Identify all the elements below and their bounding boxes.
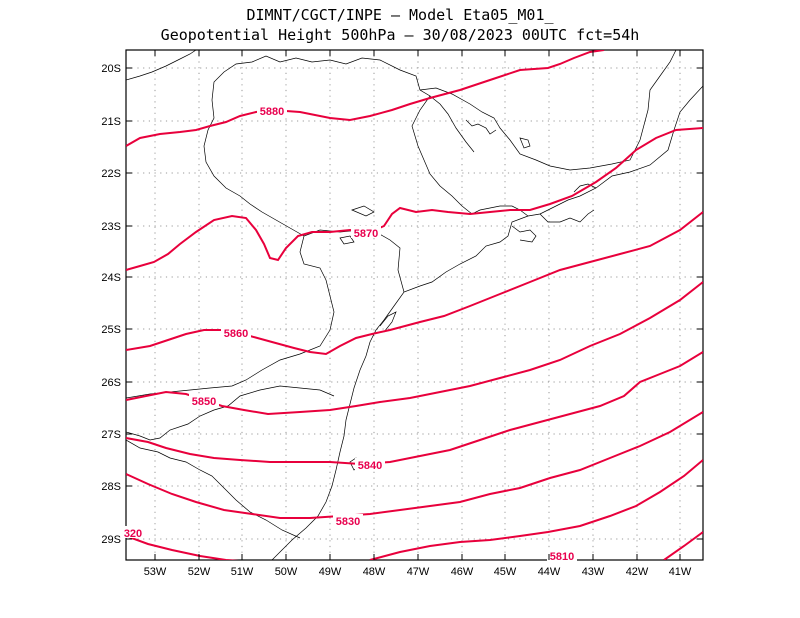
x-tick-label: 41W (669, 566, 692, 578)
y-tick-label: 29S (101, 534, 121, 546)
y-tick-label: 22S (101, 168, 121, 180)
y-axis-labels: 20S 21S 22S 23S 24S 25S 26S 27S 28S 29S (101, 63, 121, 546)
x-tick-label: 48W (363, 566, 386, 578)
x-tick-label: 44W (538, 566, 561, 578)
y-tick-label: 20S (101, 63, 121, 75)
contour-label-5840: 5840 (358, 460, 382, 472)
x-tick-label: 49W (319, 566, 342, 578)
contour-label-5830: 5830 (336, 516, 360, 528)
x-tick-label: 43W (582, 566, 605, 578)
x-tick-label: 52W (188, 566, 211, 578)
state-border (203, 55, 529, 237)
map-title-line-1: DIMNT/CGCT/INPE – Model Eta05_M01_ (246, 6, 554, 24)
state-border (126, 385, 335, 441)
x-tick-label: 51W (231, 566, 254, 578)
coastline (379, 311, 397, 333)
y-tick-label: 26S (101, 377, 121, 389)
contour-line-5880 (126, 50, 605, 147)
axis-ticks (126, 50, 703, 560)
coastline (511, 225, 537, 243)
y-tick-label: 21S (101, 116, 121, 128)
y-tick-label: 28S (101, 481, 121, 493)
coastline (573, 183, 597, 193)
contour-label-bg (547, 549, 577, 561)
state-border (126, 439, 301, 539)
contour-line-5810 (369, 459, 703, 560)
y-tick-label: 25S (101, 324, 121, 336)
y-tick-label: 23S (101, 221, 121, 233)
contour-label-bg (221, 326, 251, 338)
map-title-line-2: Geopotential Height 500hPa – 30/08/2023 … (160, 26, 640, 44)
coastline (271, 85, 703, 560)
x-tick-label: 50W (275, 566, 298, 578)
x-tick-label: 47W (407, 566, 430, 578)
contour-label-5820: 320 (124, 528, 142, 540)
x-tick-label: 53W (144, 566, 167, 578)
contour-label-5850: 5850 (192, 396, 216, 408)
state-border (519, 137, 531, 149)
contour-line-5800 (663, 531, 703, 560)
contour-label-5860: 5860 (224, 328, 248, 340)
x-tick-label: 42W (626, 566, 649, 578)
contour-label-bg (355, 458, 385, 470)
contour-label-bg (118, 526, 148, 538)
contour-line-5840 (126, 351, 703, 466)
state-border (465, 119, 497, 135)
contour-label-5810: 5810 (550, 551, 574, 563)
contour-line-5830 (126, 411, 703, 519)
contour-labels: 5880 5870 5860 5850 5840 5830 320 5810 (118, 104, 577, 563)
contour-label-bg (189, 394, 219, 406)
contour-label-bg (351, 226, 381, 238)
state-border (429, 95, 475, 153)
state-border (126, 50, 197, 81)
y-tick-label: 27S (101, 429, 121, 441)
x-tick-label: 46W (451, 566, 474, 578)
contour-line-5820 (126, 535, 240, 560)
coastline (539, 209, 595, 223)
state-border (351, 205, 375, 217)
coastlines-and-borders (126, 50, 703, 560)
plot-frame (125, 49, 704, 561)
x-tick-label: 45W (494, 566, 517, 578)
x-axis-labels: 53W 52W 51W 50W 49W 48W 47W 46W 45W 44W … (144, 566, 692, 578)
contour-line-5860 (126, 211, 703, 356)
y-tick-label: 24S (101, 272, 121, 284)
state-border (339, 235, 355, 245)
contour-label-bg (333, 514, 363, 526)
contour-label-5870: 5870 (354, 228, 378, 240)
state-border (419, 50, 677, 171)
contour-label-bg (257, 104, 287, 116)
contour-label-5880: 5880 (260, 106, 284, 118)
